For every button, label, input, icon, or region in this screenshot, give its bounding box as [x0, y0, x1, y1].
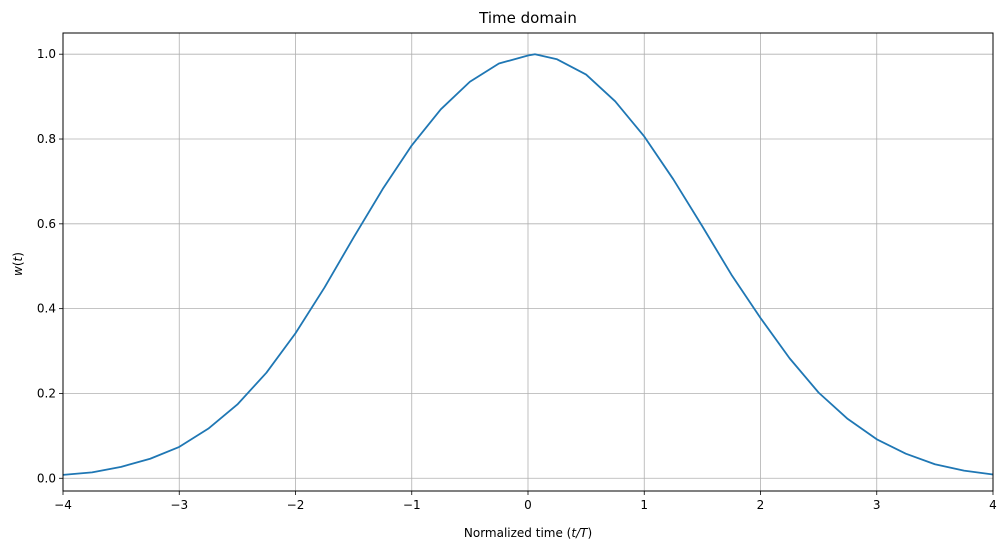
- x-tick-label: 0: [524, 498, 532, 512]
- grid: [62, 33, 994, 491]
- x-tick-label: 3: [873, 498, 881, 512]
- x-tick-label: −2: [287, 498, 305, 512]
- x-tick-label: −1: [403, 498, 421, 512]
- chart-title: Time domain: [478, 9, 577, 27]
- series-line: [62, 53, 994, 476]
- y-axis-label: w(t): [11, 252, 25, 276]
- series-layer: [62, 53, 994, 476]
- x-tick-label: 1: [640, 498, 648, 512]
- x-axis-label: Normalized time (t/T): [464, 526, 592, 540]
- x-tick-label: −3: [170, 498, 188, 512]
- y-tick-label: 0.6: [37, 217, 56, 231]
- x-axis: −4 −3 −2 −1 0 1 2 3 4: [54, 491, 997, 512]
- y-tick-label: 0.0: [37, 471, 56, 485]
- y-axis: 0.0 0.2 0.4 0.6 0.8 1.0: [37, 47, 63, 485]
- y-tick-label: 0.8: [37, 132, 56, 146]
- x-tick-label: 4: [989, 498, 997, 512]
- y-tick-label: 0.2: [37, 386, 56, 400]
- y-tick-label: 1.0: [37, 47, 56, 61]
- x-tick-label: 2: [757, 498, 765, 512]
- x-tick-label: −4: [54, 498, 72, 512]
- y-tick-label: 0.4: [37, 302, 56, 316]
